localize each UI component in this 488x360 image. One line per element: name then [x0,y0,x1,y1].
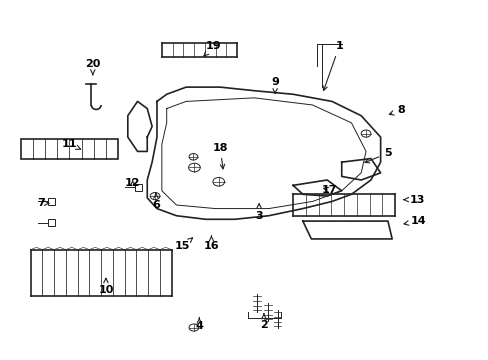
Bar [21,139,118,158]
Text: 7: 7 [37,198,49,208]
Text: 5: 5 [364,148,391,163]
Text: 11: 11 [61,139,81,149]
Text: 6: 6 [152,194,160,210]
Bar [47,198,55,205]
Text: 19: 19 [203,41,221,56]
Text: 1: 1 [323,41,343,90]
Text: 16: 16 [203,235,219,251]
Text: 8: 8 [388,105,404,115]
Text: 3: 3 [255,204,263,221]
Text: 13: 13 [403,195,424,204]
Text: 17: 17 [321,185,337,195]
Text: 15: 15 [175,238,192,251]
Bar [135,184,142,191]
Text: 12: 12 [124,178,140,188]
Text: 18: 18 [212,143,227,169]
Text: 9: 9 [271,77,279,93]
Text: 14: 14 [403,216,426,226]
Text: 20: 20 [85,59,100,75]
Text: 4: 4 [195,318,203,331]
Text: 10: 10 [98,278,113,295]
Text: 2: 2 [260,314,267,330]
Bar [47,219,55,226]
